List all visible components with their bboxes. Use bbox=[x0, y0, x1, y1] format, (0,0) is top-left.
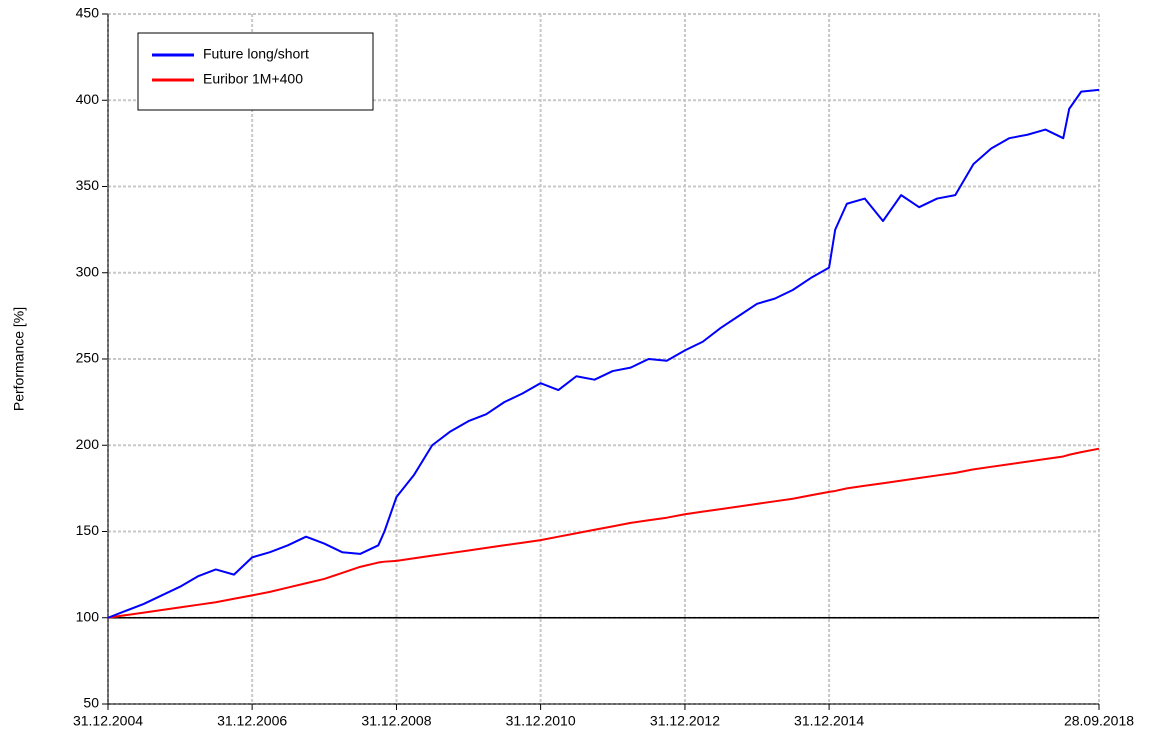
y-tick-label: 400 bbox=[76, 91, 100, 107]
x-tick-label: 31.12.2012 bbox=[650, 713, 720, 729]
y-tick-label: 200 bbox=[76, 436, 100, 452]
x-tick-label: 31.12.2010 bbox=[506, 713, 576, 729]
y-tick-label: 350 bbox=[76, 177, 100, 193]
y-tick-label: 150 bbox=[76, 522, 100, 538]
x-tick-label: 31.12.2014 bbox=[794, 713, 864, 729]
x-tick-label: 28.09.2018 bbox=[1064, 713, 1134, 729]
legend-box bbox=[137, 32, 374, 111]
line-series bbox=[107, 88, 1100, 619]
y-tick-label: 50 bbox=[83, 695, 99, 711]
x-tick-label: 31.12.2004 bbox=[73, 713, 143, 729]
x-tick-label: 31.12.2006 bbox=[217, 713, 287, 729]
y-tick-label: 100 bbox=[76, 608, 100, 624]
line-series bbox=[107, 447, 1100, 619]
y-axis-label: Performance [%] bbox=[11, 307, 27, 411]
x-tick-label: 31.12.2008 bbox=[361, 713, 431, 729]
legend-label: Future long/short bbox=[203, 46, 309, 62]
y-tick-label: 300 bbox=[76, 263, 100, 279]
y-tick-label: 450 bbox=[76, 5, 100, 21]
legend-label: Euribor 1M+400 bbox=[203, 71, 303, 87]
y-tick-label: 250 bbox=[76, 350, 100, 366]
